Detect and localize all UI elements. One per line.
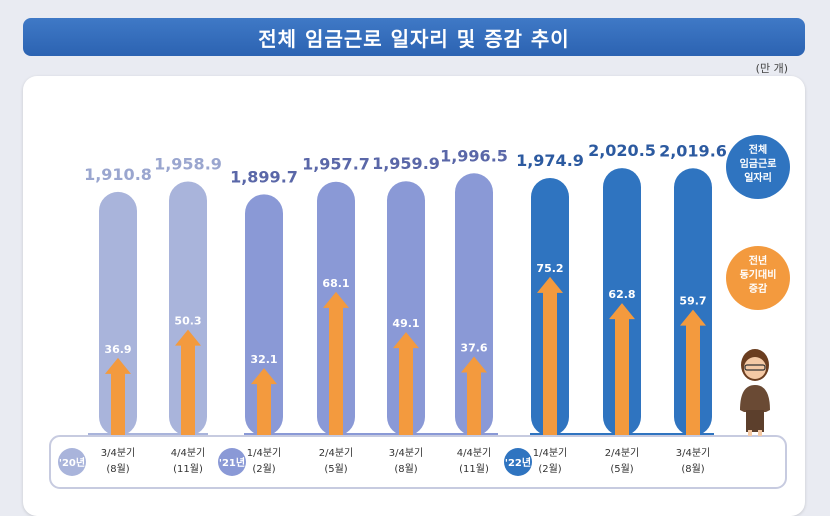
category-quarter: 2/4분기 (319, 447, 354, 459)
legend-total-bubble (726, 135, 790, 199)
category-quarter: 4/4분기 (457, 447, 492, 459)
year-badge (504, 448, 532, 476)
total-label: 1,910.8 (84, 165, 152, 184)
legend-total-text: 전체 (749, 143, 767, 156)
change-label: 32.1 (250, 353, 277, 366)
category-quarter: 2/4분기 (605, 447, 640, 459)
person-leg-icon (748, 430, 752, 436)
total-bar (169, 181, 207, 436)
total-label: 1,974.9 (516, 151, 584, 170)
person-jacket-icon (740, 385, 770, 412)
change-label: 59.7 (679, 295, 706, 308)
category-quarter: 4/4분기 (171, 447, 206, 459)
year-label: '22년 (505, 456, 531, 469)
chart-title: 전체 임금근로 일자리 및 증감 추이 (23, 18, 805, 56)
category-month: (5월) (324, 463, 347, 475)
total-bar (674, 168, 712, 436)
total-bar (99, 191, 137, 436)
unit-label: (만 개) (755, 62, 788, 75)
change-arrow (680, 309, 706, 436)
change-arrow (609, 303, 635, 436)
year-label: '21년 (219, 456, 245, 469)
category-month: (11월) (459, 463, 489, 475)
change-arrow (461, 356, 487, 436)
year-badge (218, 448, 246, 476)
legend-change-text: 동기대비 (740, 268, 777, 281)
legend-change-text: 전년 (749, 254, 767, 267)
category-month: (8월) (394, 463, 417, 475)
change-arrow (393, 332, 419, 436)
change-arrow (537, 276, 563, 436)
total-label: 2,020.5 (588, 141, 656, 160)
total-bar (387, 181, 425, 436)
person-leg-icon (758, 430, 762, 436)
category-panel (49, 435, 787, 489)
total-label: 1,899.7 (230, 167, 298, 186)
total-label: 1,958.9 (154, 154, 222, 173)
total-label: 1,996.5 (440, 146, 508, 165)
category-month: (2월) (538, 463, 561, 475)
change-label: 49.1 (392, 317, 419, 330)
category-month: (11월) (173, 463, 203, 475)
category-quarter: 1/4분기 (533, 447, 568, 459)
category-month: (8월) (106, 463, 129, 475)
change-label: 75.2 (536, 262, 563, 275)
legend-change-text: 증감 (749, 283, 768, 295)
change-arrow (323, 291, 349, 436)
change-arrow (251, 368, 277, 436)
category-quarter: 3/4분기 (101, 447, 136, 459)
total-bar (603, 168, 641, 436)
year-label: '20년 (59, 456, 85, 469)
total-label: 1,957.7 (302, 155, 370, 174)
person-face-icon (744, 357, 766, 379)
category-month: (5월) (610, 463, 633, 475)
person-glasses-icon (744, 364, 766, 371)
change-label: 50.3 (174, 315, 201, 328)
legend-change-bubble (726, 246, 790, 310)
change-arrow (175, 329, 201, 436)
change-label: 36.9 (104, 343, 131, 356)
total-label: 1,959.9 (372, 154, 440, 173)
change-label: 68.1 (322, 277, 349, 290)
category-month: (8월) (681, 463, 704, 475)
total-bar (245, 194, 283, 436)
legend-total-text: 임금근로 (740, 157, 777, 170)
total-label: 2,019.6 (659, 141, 727, 160)
category-quarter: 3/4분기 (389, 447, 424, 459)
change-arrow (105, 357, 131, 436)
change-label: 62.8 (608, 288, 635, 301)
legend-total-text: 일자리 (744, 171, 772, 184)
year-badge (58, 448, 86, 476)
category-month: (2월) (252, 463, 275, 475)
change-label: 37.6 (460, 341, 487, 354)
category-quarter: 1/4분기 (247, 447, 282, 459)
person-skirt-icon (746, 410, 764, 432)
category-quarter: 3/4분기 (676, 447, 711, 459)
